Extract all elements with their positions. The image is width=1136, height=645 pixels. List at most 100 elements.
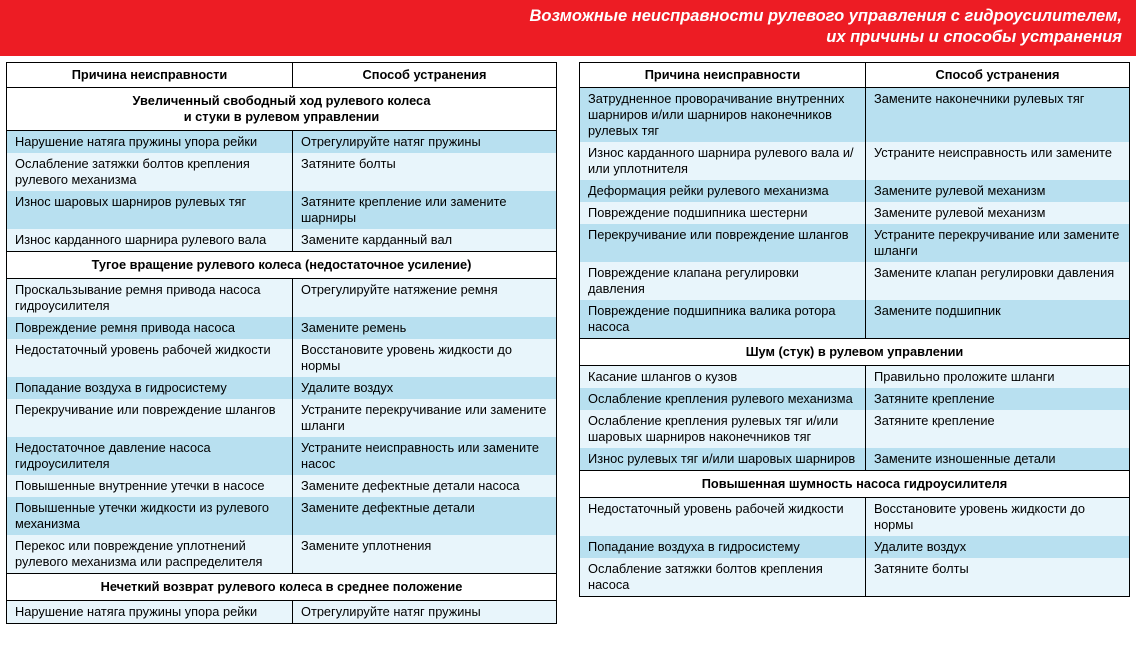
table-row: Деформация рейки рулевого механизмаЗамен… xyxy=(580,180,1130,202)
col-cause-header: Причина неисправности xyxy=(7,63,293,88)
cause-cell: Повышенные внутренние утечки в насосе xyxy=(7,475,293,497)
cause-cell: Ослабление крепления рулевого механизма xyxy=(580,388,866,410)
remedy-cell: Замените уплотнения xyxy=(293,535,557,573)
remedy-cell: Удалите воздух xyxy=(293,377,557,399)
remedy-cell: Затяните болты xyxy=(293,153,557,191)
table-row: Недостаточный уровень рабочей жидкостиВо… xyxy=(7,339,557,377)
cause-cell: Недостаточный уровень рабочей жидкости xyxy=(580,497,866,535)
cause-cell: Износ шаровых шарниров рулевых тяг xyxy=(7,191,293,229)
section-header: Повышенная шумность насоса гидроусилител… xyxy=(580,470,1130,497)
cause-cell: Нарушение натяга пружины упора рейки xyxy=(7,130,293,152)
left-column: Причина неисправности Способ устранения … xyxy=(6,62,557,624)
section-title: Нечеткий возврат рулевого колеса в средн… xyxy=(7,573,557,600)
remedy-cell: Замените рулевой механизм xyxy=(866,202,1130,224)
remedy-cell: Замените клапан регулировки давления xyxy=(866,262,1130,300)
section-header: Тугое вращение рулевого колеса (недостат… xyxy=(7,251,557,278)
table-row: Ослабление крепления рулевых тяг и/или ш… xyxy=(580,410,1130,448)
cause-cell: Недостаточное давление насоса гидроусили… xyxy=(7,437,293,475)
content-area: Причина неисправности Способ устранения … xyxy=(0,56,1136,624)
table-row: Нарушение натяга пружины упора рейкиОтре… xyxy=(7,600,557,623)
remedy-cell: Отрегулируйте натяг пружины xyxy=(293,130,557,152)
cause-cell: Попадание воздуха в гидросистему xyxy=(580,536,866,558)
section-header: Шум (стук) в рулевом управлении xyxy=(580,338,1130,365)
section-title: Повышенная шумность насоса гидроусилител… xyxy=(580,470,1130,497)
cause-cell: Нарушение натяга пружины упора рейки xyxy=(7,600,293,623)
table-row: Повреждение подшипника шестерниЗамените … xyxy=(580,202,1130,224)
cause-cell: Износ карданного шарнира рулевого вала xyxy=(7,229,293,251)
remedy-cell: Затяните крепление xyxy=(866,388,1130,410)
cause-cell: Затрудненное проворачивание внутренних ш… xyxy=(580,87,866,141)
section-header: Нечеткий возврат рулевого колеса в средн… xyxy=(7,573,557,600)
cause-cell: Перекручивание или повреждение шлангов xyxy=(580,224,866,262)
table-row: Ослабление затяжки болтов крепления руле… xyxy=(7,153,557,191)
remedy-cell: Устраните перекручивание или замените шл… xyxy=(866,224,1130,262)
remedy-cell: Устраните неисправность или замените xyxy=(866,142,1130,180)
table-row: Повышенные утечки жидкости из рулевого м… xyxy=(7,497,557,535)
remedy-cell: Затяните болты xyxy=(866,558,1130,596)
table-row: Перекручивание или повреждение шланговУс… xyxy=(580,224,1130,262)
remedy-cell: Замените карданный вал xyxy=(293,229,557,251)
table-row: Ослабление затяжки болтов крепления насо… xyxy=(580,558,1130,596)
cause-cell: Повреждение ремня привода насоса xyxy=(7,317,293,339)
table-row: Повышенные внутренние утечки в насосеЗам… xyxy=(7,475,557,497)
remedy-cell: Замените дефектные детали насоса xyxy=(293,475,557,497)
table-row: Перекос или повреждение уплотнений рулев… xyxy=(7,535,557,573)
cause-cell: Износ рулевых тяг и/или шаровых шарниров xyxy=(580,448,866,470)
table-row: Повреждение подшипника валика ротора нас… xyxy=(580,300,1130,338)
remedy-cell: Правильно проложите шланги xyxy=(866,365,1130,387)
cause-cell: Ослабление затяжки болтов крепления руле… xyxy=(7,153,293,191)
header-line2: их причины и способы устранения xyxy=(14,27,1122,48)
cause-cell: Повреждение подшипника шестерни xyxy=(580,202,866,224)
table-row: Попадание воздуха в гидросистемуУдалите … xyxy=(580,536,1130,558)
table-row: Проскальзывание ремня привода насоса гид… xyxy=(7,278,557,316)
col-remedy-header: Способ устранения xyxy=(866,63,1130,88)
table-row: Касание шлангов о кузовПравильно проложи… xyxy=(580,365,1130,387)
header-line1: Возможные неисправности рулевого управле… xyxy=(14,6,1122,27)
table-row: Попадание воздуха в гидросистемуУдалите … xyxy=(7,377,557,399)
table-row: Недостаточный уровень рабочей жидкостиВо… xyxy=(580,497,1130,535)
cause-cell: Перекручивание или повреждение шлангов xyxy=(7,399,293,437)
table-row: Затрудненное проворачивание внутренних ш… xyxy=(580,87,1130,141)
cause-cell: Ослабление крепления рулевых тяг и/или ш… xyxy=(580,410,866,448)
table-row: Повреждение клапана регулировки давления… xyxy=(580,262,1130,300)
remedy-cell: Устраните перекручивание или замените шл… xyxy=(293,399,557,437)
cause-cell: Перекос или повреждение уплотнений рулев… xyxy=(7,535,293,573)
remedy-cell: Замените ремень xyxy=(293,317,557,339)
cause-cell: Недостаточный уровень рабочей жидкости xyxy=(7,339,293,377)
cause-cell: Износ карданного шарнира рулевого вала и… xyxy=(580,142,866,180)
cause-cell: Касание шлангов о кузов xyxy=(580,365,866,387)
cause-cell: Повреждение подшипника валика ротора нас… xyxy=(580,300,866,338)
remedy-cell: Замените подшипник xyxy=(866,300,1130,338)
table-row: Перекручивание или повреждение шланговУс… xyxy=(7,399,557,437)
table-row: Износ рулевых тяг и/или шаровых шарниров… xyxy=(580,448,1130,470)
cause-cell: Попадание воздуха в гидросистему xyxy=(7,377,293,399)
right-column: Причина неисправности Способ устранения … xyxy=(579,62,1130,624)
section-title: Увеличенный свободный ход рулевого колес… xyxy=(7,87,557,130)
remedy-cell: Восстановите уровень жидкости до нормы xyxy=(293,339,557,377)
remedy-cell: Восстановите уровень жидкости до нормы xyxy=(866,497,1130,535)
remedy-cell: Замените дефектные детали xyxy=(293,497,557,535)
cause-cell: Повреждение клапана регулировки давления xyxy=(580,262,866,300)
remedy-cell: Затяните крепление xyxy=(866,410,1130,448)
table-row: Ослабление крепления рулевого механизмаЗ… xyxy=(580,388,1130,410)
remedy-cell: Удалите воздух xyxy=(866,536,1130,558)
table-row: Недостаточное давление насоса гидроусили… xyxy=(7,437,557,475)
col-cause-header: Причина неисправности xyxy=(580,63,866,88)
cause-cell: Проскальзывание ремня привода насоса гид… xyxy=(7,278,293,316)
table-row: Повреждение ремня привода насосаЗамените… xyxy=(7,317,557,339)
col-remedy-header: Способ устранения xyxy=(293,63,557,88)
remedy-cell: Замените рулевой механизм xyxy=(866,180,1130,202)
remedy-cell: Отрегулируйте натяг пружины xyxy=(293,600,557,623)
remedy-cell: Замените изношенные детали xyxy=(866,448,1130,470)
section-title: Шум (стук) в рулевом управлении xyxy=(580,338,1130,365)
remedy-cell: Затяните крепление или замените шарниры xyxy=(293,191,557,229)
section-header: Увеличенный свободный ход рулевого колес… xyxy=(7,87,557,130)
remedy-cell: Замените наконечники рулевых тяг xyxy=(866,87,1130,141)
table-row: Износ карданного шарнира рулевого валаЗа… xyxy=(7,229,557,251)
remedy-cell: Устраните неисправность или замените нас… xyxy=(293,437,557,475)
cause-cell: Ослабление затяжки болтов крепления насо… xyxy=(580,558,866,596)
remedy-cell: Отрегулируйте натяжение ремня xyxy=(293,278,557,316)
section-title: Тугое вращение рулевого колеса (недостат… xyxy=(7,251,557,278)
cause-cell: Повышенные утечки жидкости из рулевого м… xyxy=(7,497,293,535)
table-row: Нарушение натяга пружины упора рейкиОтре… xyxy=(7,130,557,152)
